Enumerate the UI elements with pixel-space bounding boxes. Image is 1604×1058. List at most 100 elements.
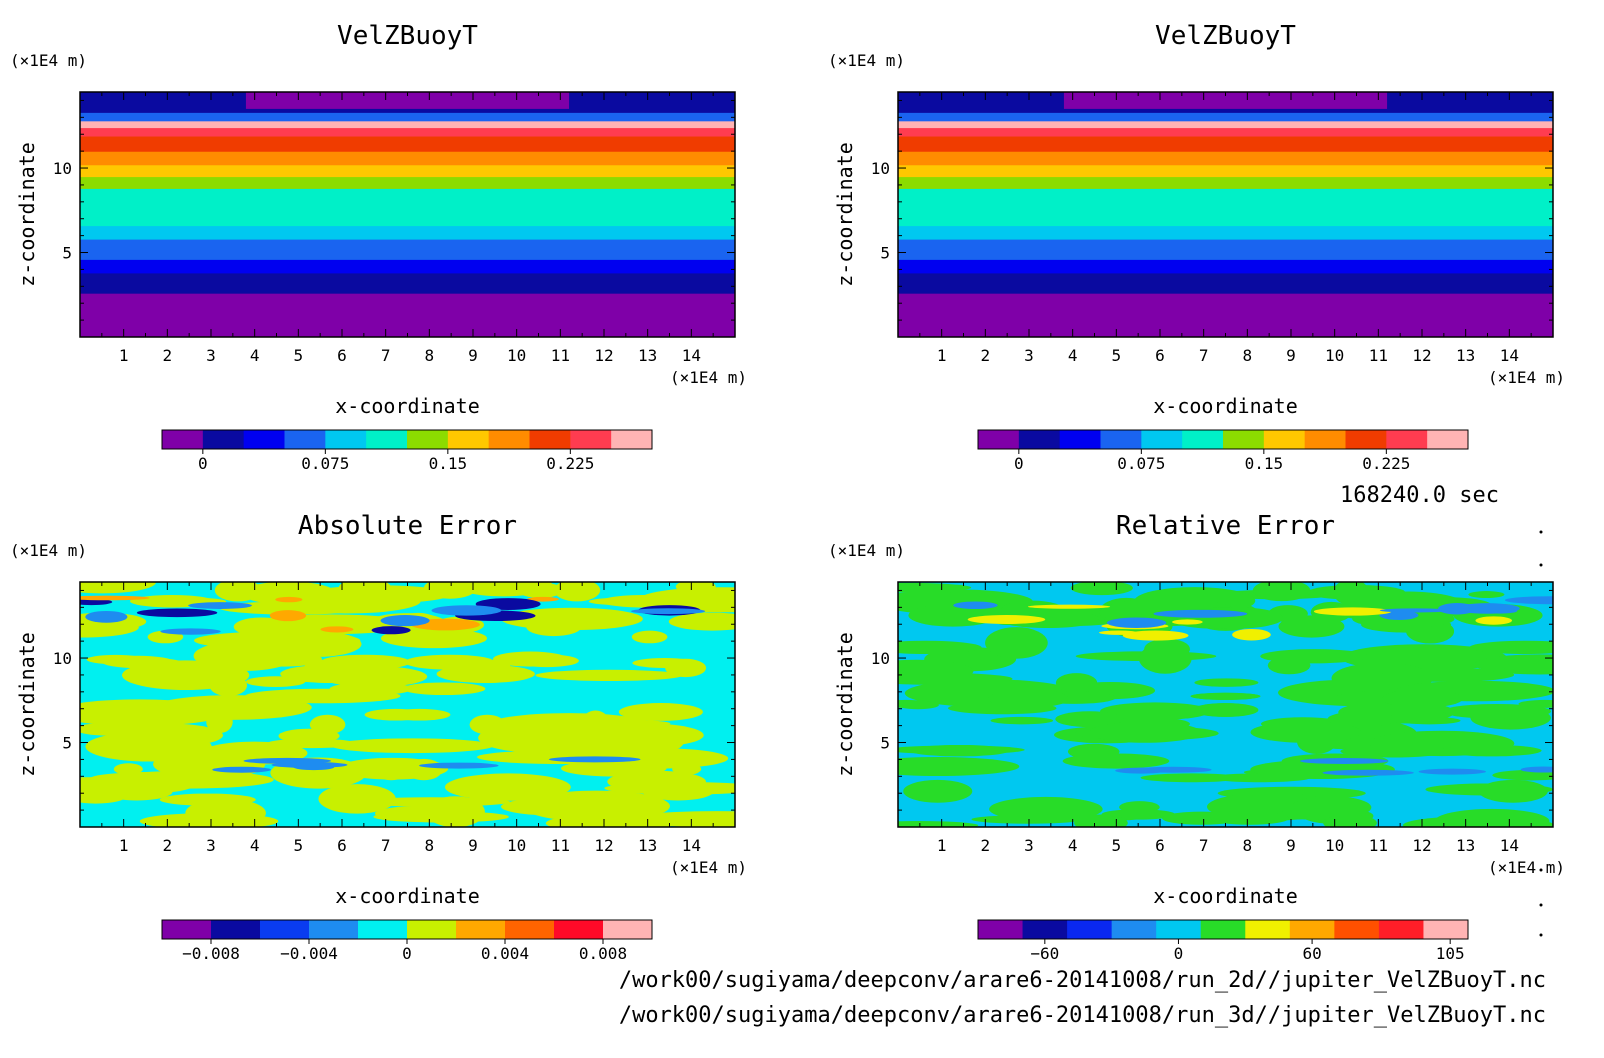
x-tick-label: 14	[682, 346, 701, 365]
field-blob-sym	[372, 758, 410, 781]
y-tick-label: 5	[880, 734, 890, 753]
y-tick-label: 5	[62, 734, 72, 753]
colorbar-swatch	[1141, 430, 1183, 449]
field-accent	[953, 601, 998, 610]
colorbar-tick-label: 0.15	[429, 454, 468, 473]
colorbar-swatch	[407, 430, 449, 449]
colorbar-swatch	[570, 430, 612, 449]
field-blob	[1100, 702, 1211, 721]
band-8	[898, 151, 1553, 166]
chart-title: Absolute Error	[298, 511, 517, 541]
y-unit-label: (×1E4 m)	[10, 51, 87, 70]
colorbar-swatch	[1386, 430, 1428, 449]
band-10	[898, 127, 1553, 137]
colorbar-swatch	[1156, 920, 1202, 939]
colorbar-swatch	[1111, 920, 1157, 939]
x-tick-label: 9	[468, 346, 478, 365]
x-tick-label: 14	[1500, 836, 1519, 855]
field-blob	[1260, 649, 1369, 664]
band-0	[898, 293, 1553, 337]
field-blob-sym	[1062, 753, 1170, 769]
field-blob	[1443, 704, 1552, 719]
colorbar-swatch	[603, 920, 653, 939]
colorbar-frame	[977, 919, 1469, 940]
field-blob	[898, 821, 979, 827]
x-tick-label: 3	[1024, 346, 1034, 365]
field-blob-sym	[206, 710, 233, 734]
colorbar-swatch	[1100, 430, 1142, 449]
x-tick-label: 9	[468, 836, 478, 855]
colorbar-tick-label: 0.15	[1245, 454, 1284, 473]
field-blob-sym	[118, 657, 183, 669]
band-9	[80, 135, 735, 152]
field-blob-sym	[517, 582, 563, 598]
margin-dot	[1539, 933, 1543, 937]
colorbar-swatch	[1378, 920, 1424, 939]
x-tick-label: 5	[294, 836, 304, 855]
band-11	[898, 120, 1553, 129]
margin-dot	[1539, 530, 1543, 534]
x-tick-label: 9	[1286, 346, 1296, 365]
band-5	[898, 188, 1553, 227]
field-accent	[1313, 607, 1392, 616]
field-blob-sym	[280, 664, 379, 683]
field-accent	[1106, 617, 1167, 628]
x-tick-label: 5	[1112, 346, 1122, 365]
field-accent	[1098, 630, 1139, 635]
colorbar-swatch	[1423, 920, 1469, 939]
y-tick-label: 5	[62, 244, 72, 263]
field-blob	[331, 738, 494, 754]
field-blob-sym	[247, 651, 322, 667]
field-blob-sym	[469, 714, 506, 735]
x-tick-label: 4	[250, 836, 260, 855]
x-tick-label: 12	[1412, 346, 1431, 365]
colorbar-swatch	[243, 430, 285, 449]
x-tick-label: 13	[1456, 346, 1475, 365]
band-11	[80, 120, 735, 129]
field-accent-low	[419, 762, 499, 769]
field-blob-sym	[988, 689, 1070, 708]
colorbar-swatch	[309, 920, 359, 939]
y-unit-label: (×1E4 m)	[828, 51, 905, 70]
band-12	[80, 112, 735, 122]
chart-title: VelZBuoyT	[337, 21, 478, 51]
field-accent	[320, 626, 354, 633]
colorbar: 0 0.075 0.15 0.225	[977, 429, 1469, 473]
colorbar-tick-label: 0	[1014, 454, 1024, 473]
y-axis-label: z-coordinate	[15, 632, 39, 777]
field-blob-sym	[159, 793, 256, 806]
x-tick-label: 11	[1369, 836, 1388, 855]
colorbar: −60 0 60 105	[977, 919, 1469, 963]
x-tick-label: 10	[507, 346, 526, 365]
field-blob	[535, 669, 683, 681]
field-blob-sym	[423, 582, 477, 599]
field-blob	[1252, 582, 1311, 602]
field-blob-sym	[436, 664, 535, 683]
field-accent-low	[1418, 768, 1487, 775]
x-tick-label: 4	[1068, 346, 1078, 365]
x-tick-label: 8	[425, 346, 435, 365]
field-accent-low	[1299, 758, 1389, 765]
field-blob-sym	[618, 772, 689, 793]
colorbar-swatch	[554, 920, 604, 939]
field-blob-sym	[898, 640, 982, 654]
field-blob-sym	[1323, 814, 1377, 827]
field-accent	[1027, 604, 1111, 609]
margin-dot	[1539, 868, 1543, 872]
colorbar-swatch	[202, 430, 245, 449]
colorbar-swatch	[611, 430, 653, 449]
field-blob	[193, 631, 361, 650]
field-blob	[618, 703, 703, 721]
field-accent-low	[1322, 769, 1414, 776]
x-tick-label: 14	[1500, 346, 1519, 365]
field-blob	[352, 797, 511, 807]
x-tick-label: 14	[682, 836, 701, 855]
field-blob-sym	[1055, 711, 1124, 728]
field-blob-sym	[338, 582, 392, 599]
y-unit-label: (×1E4 m)	[10, 541, 87, 560]
field-blob	[80, 699, 227, 726]
x-tick-label: 8	[1243, 346, 1253, 365]
contour-field	[80, 582, 735, 827]
